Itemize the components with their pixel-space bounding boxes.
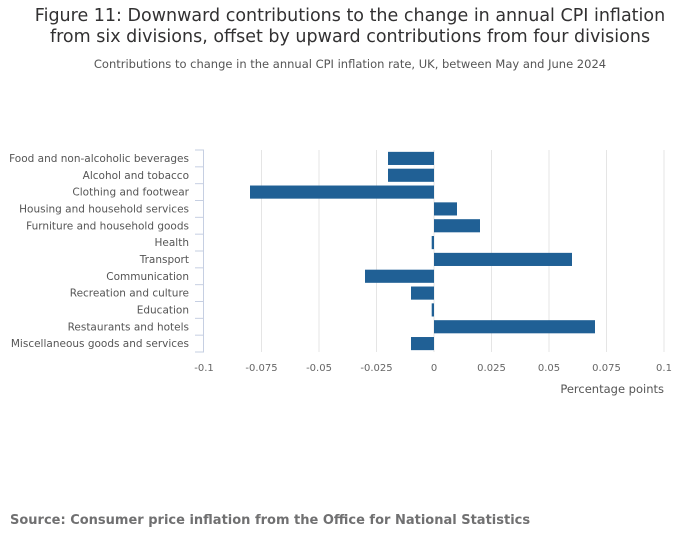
source-note: Source: Consumer price inflation from th…	[10, 513, 531, 528]
y-category-label: Restaurants and hotels	[68, 321, 189, 333]
bar	[434, 202, 457, 216]
y-category-label: Housing and household services	[19, 203, 189, 215]
y-axis	[195, 149, 204, 353]
y-category-label: Transport	[139, 254, 189, 266]
bar	[431, 303, 434, 317]
x-axis-title: Percentage points	[560, 382, 664, 396]
x-tick-label: -0.05	[306, 363, 332, 374]
y-category-label: Education	[137, 304, 189, 316]
x-tick-label: -0.075	[245, 363, 277, 374]
y-category-label: Health	[155, 237, 189, 249]
bars	[250, 151, 595, 351]
x-tick-label: -0.025	[360, 363, 392, 374]
x-tick-label: 0	[431, 363, 437, 374]
y-category-label: Clothing and footwear	[72, 187, 189, 199]
y-category-label: Alcohol and tobacco	[83, 170, 189, 182]
bar	[434, 252, 572, 266]
x-tick-label: 0.075	[592, 363, 621, 374]
x-tick-label: 0.025	[477, 363, 506, 374]
chart-title-line-2: from six divisions, offset by upward con…	[49, 27, 651, 47]
bar	[365, 269, 434, 283]
x-tick-label: 0.1	[656, 363, 672, 374]
y-axis-labels: Food and non-alcoholic beverages Alcohol …	[9, 153, 190, 350]
y-category-label: Miscellaneous goods and services	[11, 338, 189, 350]
bar	[431, 236, 434, 250]
x-tick-label: -0.1	[194, 363, 214, 374]
y-category-label: Food and non-alcoholic beverages	[9, 153, 189, 165]
bar	[388, 151, 434, 165]
y-category-label: Furniture and household goods	[26, 220, 189, 232]
chart-subtitle: Contributions to change in the annual CP…	[93, 57, 607, 71]
bar	[434, 320, 595, 334]
bar	[388, 168, 434, 182]
chart-title-line-1: Figure 11: Downward contributions to the…	[34, 6, 666, 26]
x-axis-ticks: -0.1 -0.075 -0.05 -0.025 0 0.025 0.05 0.075 0.1	[194, 363, 672, 374]
gridlines	[261, 150, 665, 352]
bar	[250, 185, 434, 199]
bar	[434, 219, 480, 233]
bar	[411, 286, 434, 300]
y-category-label: Communication	[106, 271, 189, 283]
chart-title: Figure 11: Downward contributions to the…	[0, 6, 700, 48]
x-tick-label: 0.05	[538, 363, 560, 374]
y-category-label: Recreation and culture	[70, 288, 189, 300]
bar	[411, 337, 434, 351]
